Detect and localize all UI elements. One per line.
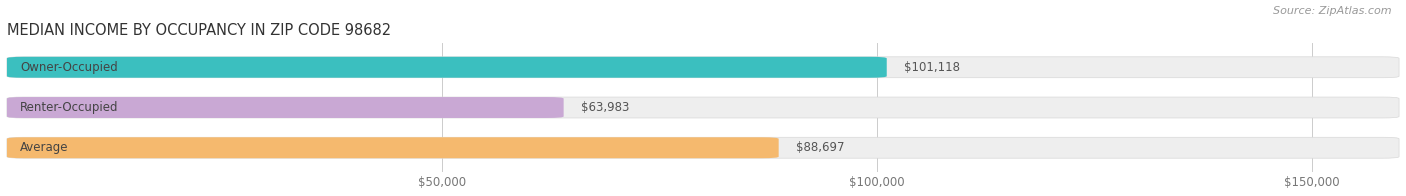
Text: $101,118: $101,118 (904, 61, 960, 74)
FancyBboxPatch shape (7, 97, 564, 118)
Text: Source: ZipAtlas.com: Source: ZipAtlas.com (1274, 6, 1392, 16)
FancyBboxPatch shape (7, 57, 1399, 78)
Text: Renter-Occupied: Renter-Occupied (20, 101, 118, 114)
FancyBboxPatch shape (7, 137, 779, 158)
FancyBboxPatch shape (7, 137, 1399, 158)
Text: Average: Average (20, 141, 69, 154)
Text: $63,983: $63,983 (581, 101, 630, 114)
Text: $88,697: $88,697 (796, 141, 845, 154)
Text: MEDIAN INCOME BY OCCUPANCY IN ZIP CODE 98682: MEDIAN INCOME BY OCCUPANCY IN ZIP CODE 9… (7, 23, 391, 38)
FancyBboxPatch shape (7, 97, 1399, 118)
Text: Owner-Occupied: Owner-Occupied (20, 61, 118, 74)
FancyBboxPatch shape (7, 57, 887, 78)
